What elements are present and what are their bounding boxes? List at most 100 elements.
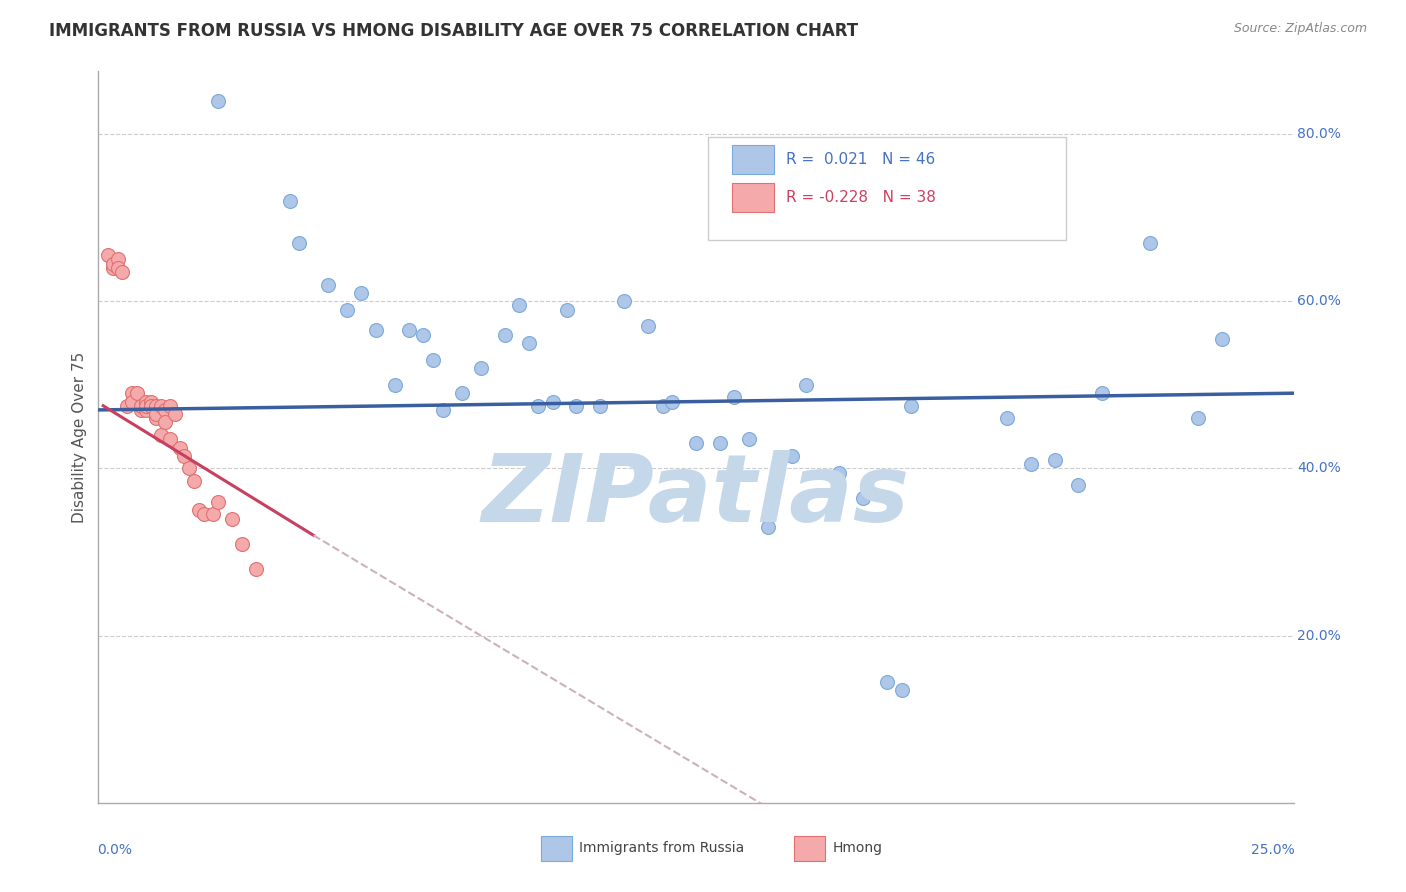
Point (651, 399, 673, 413)
Point (121, 394, 143, 409)
Point (756, 520, 779, 534)
Point (541, 394, 564, 409)
Point (555, 302, 578, 317)
Point (661, 394, 683, 409)
Point (1187, 411, 1209, 425)
Point (422, 352, 444, 367)
Point (159, 399, 181, 413)
Point (336, 302, 359, 317)
Point (179, 461, 201, 475)
Point (288, 235, 311, 250)
Text: 20.0%: 20.0% (1298, 629, 1341, 642)
Point (131, 399, 153, 413)
Point (432, 403, 454, 417)
Point (155, 403, 177, 417)
Point (1139, 235, 1161, 250)
Point (155, 416, 177, 430)
Point (101, 257, 124, 271)
Point (995, 411, 1018, 425)
Point (187, 503, 209, 517)
Text: R = -0.228   N = 38: R = -0.228 N = 38 (786, 190, 935, 204)
Point (145, 407, 167, 421)
Point (508, 298, 530, 312)
Point (384, 377, 406, 392)
Point (101, 260, 124, 275)
Point (780, 449, 803, 463)
Text: Hmong: Hmong (832, 841, 883, 855)
Point (709, 436, 731, 450)
Point (207, 94, 229, 108)
Point (450, 386, 472, 401)
Point (221, 511, 243, 525)
Text: IMMIGRANTS FROM RUSSIA VS HMONG DISABILITY AGE OVER 75 CORRELATION CHART: IMMIGRANTS FROM RUSSIA VS HMONG DISABILI… (49, 22, 858, 40)
Point (398, 324, 420, 338)
Point (139, 399, 162, 413)
Point (135, 403, 157, 417)
Point (145, 411, 167, 425)
Point (193, 508, 215, 522)
Point (107, 252, 129, 267)
Point (245, 562, 267, 576)
Point (828, 466, 851, 480)
FancyBboxPatch shape (709, 137, 1067, 240)
Point (149, 428, 172, 442)
Point (183, 474, 205, 488)
Point (876, 674, 898, 689)
Point (1043, 453, 1066, 467)
Text: 25.0%: 25.0% (1251, 843, 1295, 857)
Point (131, 403, 153, 417)
Point (470, 361, 492, 376)
Text: ZIPatlas: ZIPatlas (482, 450, 910, 541)
Point (723, 390, 745, 404)
Point (613, 294, 636, 309)
Point (173, 449, 195, 463)
Point (231, 536, 253, 550)
Text: 80.0%: 80.0% (1298, 127, 1341, 141)
Point (900, 399, 922, 413)
Point (852, 491, 875, 505)
Point (107, 260, 129, 275)
Point (97, 248, 120, 262)
Point (145, 399, 167, 413)
Point (149, 399, 172, 413)
Point (139, 394, 162, 409)
Text: Immigrants from Russia: Immigrants from Russia (579, 841, 745, 855)
Point (316, 277, 339, 292)
Point (565, 399, 588, 413)
Point (111, 265, 134, 279)
Point (794, 377, 817, 392)
Point (159, 432, 181, 446)
Text: 60.0%: 60.0% (1298, 294, 1341, 309)
Point (207, 495, 229, 509)
Point (1019, 457, 1042, 471)
Point (115, 399, 138, 413)
Text: R =  0.021   N = 46: R = 0.021 N = 46 (786, 152, 935, 167)
Point (169, 441, 191, 455)
Point (278, 194, 301, 208)
Point (637, 319, 659, 334)
Point (125, 386, 148, 401)
Point (527, 399, 550, 413)
Point (1091, 386, 1114, 401)
Point (202, 508, 225, 522)
Point (1067, 478, 1090, 492)
Text: Source: ZipAtlas.com: Source: ZipAtlas.com (1233, 22, 1367, 36)
Point (163, 407, 186, 421)
Point (412, 327, 434, 342)
Point (890, 682, 912, 697)
Point (737, 432, 759, 446)
Point (121, 386, 143, 401)
FancyBboxPatch shape (733, 183, 773, 211)
Point (494, 327, 516, 342)
Point (350, 285, 373, 300)
Point (589, 399, 612, 413)
FancyBboxPatch shape (733, 145, 773, 174)
Point (1211, 332, 1233, 346)
Y-axis label: Disability Age Over 75: Disability Age Over 75 (72, 351, 87, 523)
Point (135, 394, 157, 409)
Text: 40.0%: 40.0% (1298, 461, 1341, 475)
Point (517, 336, 540, 351)
Point (685, 436, 707, 450)
Text: 0.0%: 0.0% (97, 843, 132, 857)
Point (364, 324, 387, 338)
